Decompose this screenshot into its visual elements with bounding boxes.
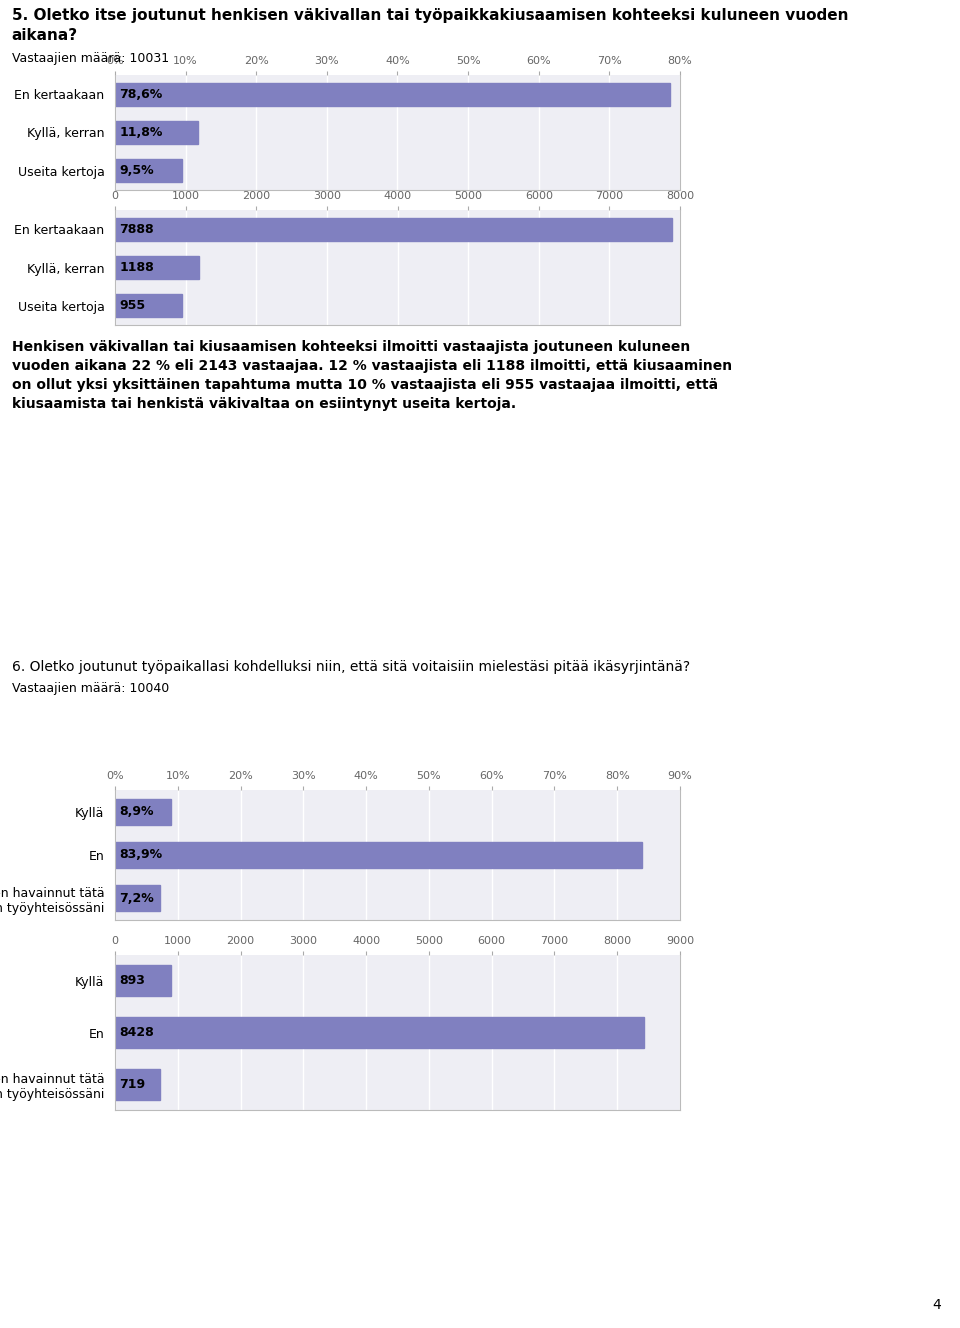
Bar (115, 842, 641, 869)
Text: 9,5%: 9,5% (119, 165, 155, 178)
Bar (115, 121, 199, 143)
Text: aikana?: aikana? (12, 28, 78, 42)
Text: 8,9%: 8,9% (119, 805, 154, 818)
Text: Vastaajien määrä: 10031: Vastaajien määrä: 10031 (12, 52, 169, 65)
Text: 11,8%: 11,8% (119, 126, 163, 139)
Text: 7888: 7888 (119, 223, 155, 235)
Text: kiusaamista tai henkistä väkivaltaa on esiintynyt useita kertoja.: kiusaamista tai henkistä väkivaltaa on e… (12, 397, 516, 410)
Bar (115, 1069, 160, 1100)
Bar (115, 798, 171, 825)
Text: 719: 719 (119, 1077, 146, 1090)
Text: 7,2%: 7,2% (119, 892, 155, 904)
Text: 8428: 8428 (119, 1027, 155, 1038)
Bar (115, 965, 171, 996)
Text: 83,9%: 83,9% (119, 849, 162, 862)
Text: on ollut yksi yksittäinen tapahtuma mutta 10 % vastaajista eli 955 vastaajaa ilm: on ollut yksi yksittäinen tapahtuma mutt… (12, 378, 718, 392)
Text: Vastaajien määrä: 10040: Vastaajien määrä: 10040 (12, 683, 169, 695)
Text: 6. Oletko joutunut työpaikallasi kohdelluksi niin, että sitä voitaisiin mielestä: 6. Oletko joutunut työpaikallasi kohdell… (12, 660, 689, 675)
Bar (115, 886, 160, 911)
Bar (115, 159, 182, 182)
Text: 4: 4 (932, 1297, 941, 1312)
Text: 1188: 1188 (119, 262, 155, 274)
Bar (115, 1017, 644, 1048)
Text: 955: 955 (119, 299, 146, 312)
Text: vuoden aikana 22 % eli 2143 vastaajaa. 12 % vastaajista eli 1188 ilmoitti, että : vuoden aikana 22 % eli 2143 vastaajaa. 1… (12, 359, 732, 373)
Bar (115, 218, 672, 240)
Bar (115, 82, 670, 106)
Text: Henkisen väkivallan tai kiusaamisen kohteeksi ilmoitti vastaajista joutuneen kul: Henkisen väkivallan tai kiusaamisen koht… (12, 340, 690, 355)
Text: 5. Oletko itse joutunut henkisen väkivallan tai työpaikkakiusaamisen kohteeksi k: 5. Oletko itse joutunut henkisen väkival… (12, 8, 848, 23)
Bar (115, 295, 182, 317)
Text: 78,6%: 78,6% (119, 88, 163, 101)
Bar (115, 256, 199, 279)
Text: 893: 893 (119, 975, 145, 987)
